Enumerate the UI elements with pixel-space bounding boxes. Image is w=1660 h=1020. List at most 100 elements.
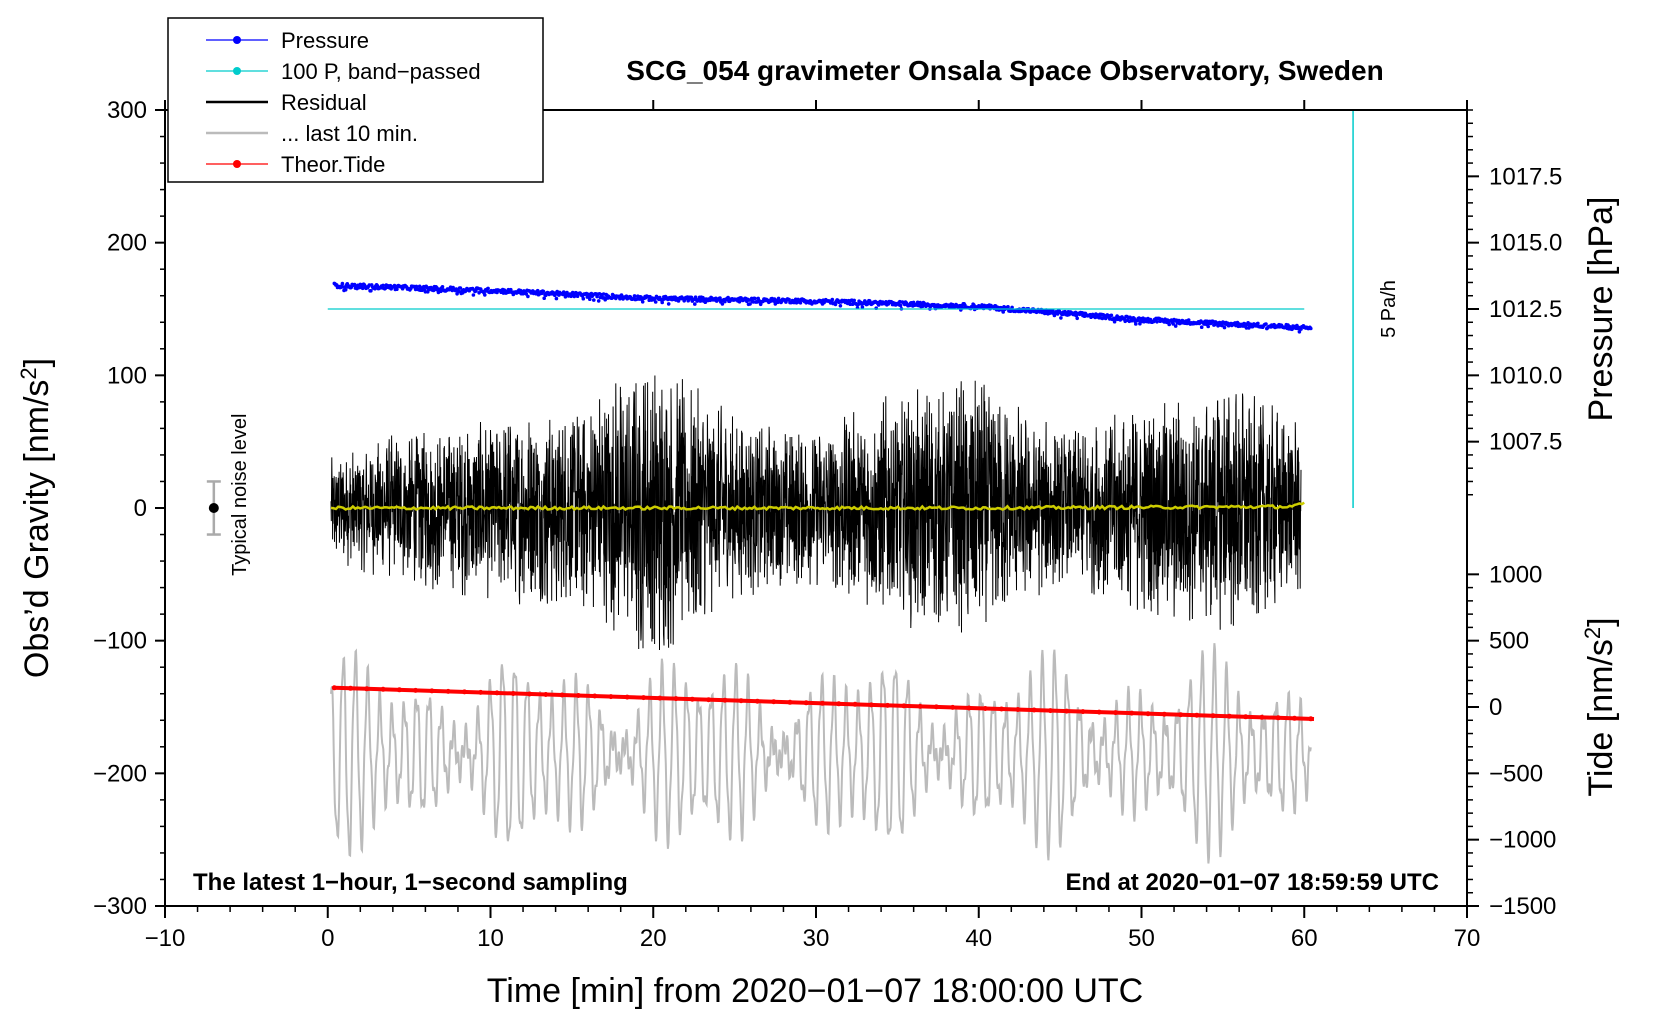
y-tick-label: 300	[107, 97, 147, 124]
tide-point	[738, 698, 744, 704]
pressure-point	[1167, 322, 1171, 327]
tide-point	[1064, 708, 1070, 714]
x-tick-label: 20	[640, 925, 667, 952]
tide-point	[1145, 711, 1151, 717]
pressure-point	[1155, 320, 1159, 324]
tide-point	[999, 706, 1004, 712]
tide-tick-label: 1000	[1489, 561, 1542, 588]
noise-level-label: Typical noise level	[229, 414, 251, 576]
pressure-point	[526, 294, 530, 299]
tide-point	[331, 685, 337, 691]
pressure-point	[666, 302, 671, 306]
y-label-tide-main: Tide [nm/s	[1582, 639, 1620, 796]
chart-title: SCG_054 gravimeter Onsala Space Observat…	[626, 55, 1383, 86]
x-tick-label: −10	[145, 925, 186, 952]
tide-tick-label: −1000	[1489, 827, 1556, 854]
pressure-point	[698, 299, 703, 303]
pressure-point	[596, 299, 601, 303]
y-axis-label-gravity: Obs’d Gravity [nm/s2]	[16, 358, 56, 678]
pressure-point	[753, 296, 757, 301]
tide-point	[787, 699, 793, 705]
pressure-series	[332, 281, 1313, 334]
y-label-tide-sup: 2	[1580, 627, 1605, 639]
pressure-point	[592, 298, 596, 302]
pressure-point	[1059, 316, 1063, 320]
pressure-point	[373, 286, 377, 291]
pressure-point	[720, 302, 725, 306]
tide-point	[1080, 709, 1086, 715]
tide-point	[624, 694, 630, 700]
residual-series	[330, 375, 1302, 651]
pressure-point	[1222, 325, 1227, 330]
legend-label: Theor.Tide	[281, 152, 385, 177]
theoretical-tide-series	[331, 685, 1315, 722]
y-label-tide-end: ]	[1582, 617, 1620, 626]
x-tick-label: 70	[1454, 925, 1481, 952]
legend: Pressure 100 P, band−passed Residual ... la…	[167, 17, 544, 183]
legend-label: ... last 10 min.	[281, 121, 418, 146]
pressure-point	[572, 294, 577, 299]
pressure-point	[369, 289, 373, 293]
pressure-point	[748, 302, 752, 306]
filtered-residual-line	[330, 501, 1305, 512]
tide-point	[1210, 713, 1216, 719]
tide-point	[527, 691, 533, 697]
pressure-tick-label: 1007.5	[1489, 429, 1562, 456]
tide-point	[641, 695, 646, 701]
x-tick-label: 0	[321, 925, 334, 952]
tide-point	[1178, 712, 1184, 718]
pressure-point	[737, 300, 742, 304]
tide-tick-label: 0	[1489, 694, 1502, 721]
pressure-point	[1199, 325, 1204, 330]
legend-box	[167, 17, 544, 183]
tide-point	[917, 703, 923, 709]
scale-bar-label: 5 Pa/h	[1378, 280, 1400, 338]
pressure-point	[830, 297, 835, 302]
sampling-note: The latest 1−hour, 1−second sampling	[193, 869, 628, 896]
tide-point	[706, 697, 712, 703]
last-10-min-series	[330, 643, 1312, 864]
pressure-point	[660, 300, 664, 305]
legend-swatch-dot	[233, 160, 241, 168]
tide-point	[673, 696, 679, 702]
pressure-point	[1264, 322, 1268, 326]
pressure-point	[798, 301, 803, 305]
residual-line	[330, 375, 1302, 651]
tide-point	[1161, 711, 1167, 717]
pressure-point	[474, 289, 478, 293]
tide-point	[1243, 714, 1249, 720]
tide-point	[510, 691, 516, 696]
pressure-point	[640, 300, 645, 304]
pressure-point	[1256, 321, 1260, 326]
x-tick-label: 10	[477, 925, 504, 952]
tide-point	[901, 703, 907, 709]
tide-point	[348, 685, 353, 691]
pressure-point	[876, 303, 881, 307]
pressure-point	[395, 287, 399, 292]
tide-point	[1113, 710, 1118, 716]
y-label-gravity-main: Obs’d Gravity [nm/s	[18, 380, 56, 679]
pressure-point	[588, 297, 592, 302]
tide-tick-label: −1500	[1489, 893, 1556, 920]
y-axis-gravity: 300 200 100 0 −100 −200 −300	[93, 97, 165, 920]
x-axis-label: Time [min] from 2020−01−07 18:00:00 UTC	[487, 972, 1143, 1010]
pressure-point	[343, 288, 348, 292]
pressure-point	[1006, 305, 1010, 309]
y-label-gravity-end: ]	[18, 358, 56, 367]
pressure-tick-label: 1015.0	[1489, 230, 1562, 257]
tide-point	[429, 688, 435, 694]
legend-swatch-dot	[233, 67, 241, 75]
pressure-tick-label: 1012.5	[1489, 296, 1562, 323]
y-axis-label-pressure: Pressure [hPa]	[1582, 197, 1620, 422]
pressure-point	[1206, 324, 1210, 329]
x-tick-label: 60	[1291, 925, 1318, 952]
pressure-point	[693, 302, 697, 306]
pressure-point	[360, 286, 365, 291]
tide-point	[592, 693, 598, 699]
tide-point	[559, 692, 565, 698]
pressure-point	[1309, 326, 1313, 331]
tide-point	[494, 690, 500, 696]
pressure-point	[340, 281, 345, 286]
tide-point	[1015, 707, 1021, 712]
tide-point	[1226, 713, 1232, 719]
